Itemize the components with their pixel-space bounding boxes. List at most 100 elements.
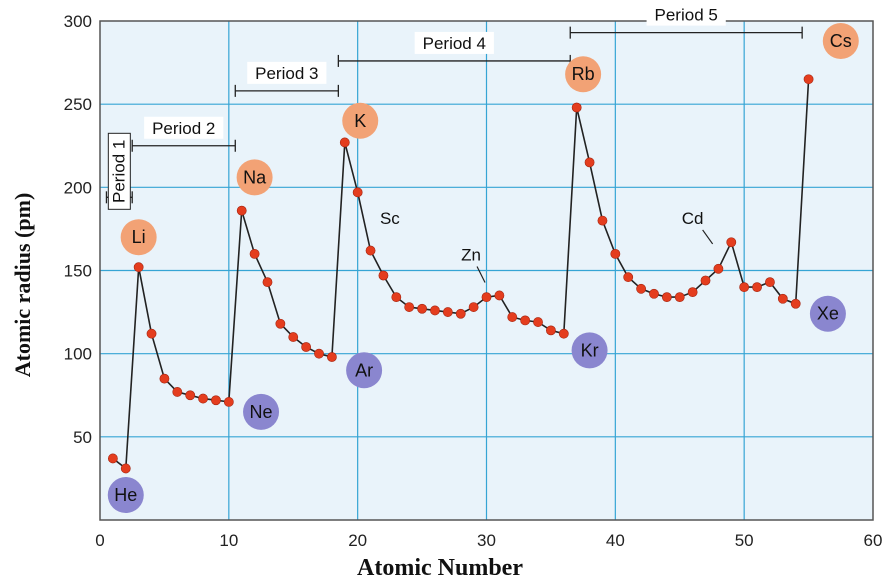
data-point — [468, 302, 479, 312]
data-point — [159, 373, 170, 384]
data-point — [546, 325, 556, 336]
y-tick-labels: 50 100 150 200 250 300 — [64, 12, 92, 447]
y-tick-label: 150 — [64, 262, 92, 281]
element-badge-circle — [107, 477, 144, 514]
element-badge-circle — [809, 295, 846, 332]
x-tick-label: 40 — [606, 531, 625, 550]
data-point — [636, 283, 646, 294]
y-tick-label: 250 — [64, 95, 92, 114]
element-badge-label: Xe — [817, 304, 839, 324]
period-label-box — [414, 31, 494, 54]
element-badge-label: Ar — [355, 360, 373, 380]
element-badge-kr: Kr — [571, 332, 608, 369]
data-point — [404, 302, 415, 312]
element-annotation-label: Cd — [682, 209, 704, 228]
data-point — [790, 298, 801, 309]
element-badge-circle — [822, 22, 859, 59]
y-tick-label: 100 — [64, 345, 92, 364]
data-point — [198, 393, 208, 404]
data-point — [442, 307, 453, 317]
element-badge-he: He — [107, 477, 144, 514]
data-point — [417, 303, 427, 314]
data-point — [172, 387, 183, 397]
period-label-box — [107, 132, 131, 210]
period-brackets: Period 1 Period 2 Period 3 Period 4 Period 5 — [105, 3, 803, 210]
element-badge-ne: Ne — [243, 393, 280, 430]
y-tick-label: 50 — [73, 428, 92, 447]
data-point — [107, 453, 118, 464]
data-point — [739, 282, 750, 293]
data-point — [314, 348, 324, 359]
data-point — [430, 305, 440, 316]
data-point — [223, 397, 234, 407]
x-tick-label: 50 — [735, 531, 754, 550]
data-point — [391, 292, 402, 303]
element-badge-label: Ne — [250, 402, 273, 422]
element-badge-label: Li — [132, 227, 146, 247]
element-badge-circle — [346, 352, 383, 389]
period-label-box — [646, 3, 726, 26]
data-point — [275, 318, 286, 329]
element-annotation-label: Sc — [380, 209, 400, 228]
element-badge-circle — [571, 332, 608, 369]
element-annotation: Zn — [461, 246, 486, 283]
data-point — [520, 315, 531, 326]
data-point — [649, 288, 659, 299]
element-badge-li: Li — [120, 219, 157, 256]
element-badge-label: Rb — [572, 64, 595, 84]
data-point — [211, 395, 221, 406]
data-point — [687, 287, 698, 298]
data-point — [365, 245, 376, 256]
element-badge-circle — [565, 56, 602, 93]
data-point — [571, 102, 582, 113]
data-point — [674, 292, 685, 303]
element-badge-rb: Rb — [565, 56, 602, 93]
data-point — [236, 205, 247, 216]
period-label-box — [144, 116, 224, 139]
data-point — [185, 390, 196, 401]
element-badge-cs: Cs — [822, 22, 859, 59]
data-point — [584, 157, 595, 168]
element-labels: He Ne Ar Kr Xe Li Na K Rb Cs — [107, 22, 859, 514]
x-axis-title: Atomic Number — [357, 555, 523, 581]
data-point — [533, 317, 543, 327]
data-point — [713, 263, 724, 274]
element-badge-label: He — [114, 485, 137, 505]
period-bracket: Period 2 — [131, 116, 236, 152]
period-label: Period 1 — [109, 140, 128, 203]
element-badge-circle — [342, 102, 379, 139]
data-point — [623, 272, 634, 283]
data-point — [752, 282, 762, 293]
y-axis-title: Atomic radius (pm) — [10, 193, 35, 378]
data-point — [249, 248, 260, 259]
data-point — [726, 237, 737, 248]
data-point — [765, 277, 775, 288]
data-point — [339, 137, 350, 148]
y-tick-label: 300 — [64, 12, 92, 31]
element-annotations: Sc Zn Cd — [380, 209, 714, 283]
gridlines — [100, 21, 873, 520]
data-point — [558, 328, 569, 339]
data-point — [494, 290, 505, 301]
period-bracket: Period 3 — [234, 61, 339, 97]
period-label: Period 5 — [655, 6, 718, 25]
element-badge-circle — [120, 219, 157, 256]
element-annotation-label: Zn — [461, 246, 481, 265]
data-point — [120, 463, 131, 474]
element-badge-label: Na — [243, 167, 267, 187]
element-badge-xe: Xe — [809, 295, 846, 332]
annotation-pointer — [702, 229, 714, 245]
data-point — [352, 187, 363, 198]
element-badge-k: K — [342, 102, 379, 139]
period-bracket: Period 1 — [105, 132, 133, 210]
element-badge-label: Kr — [581, 340, 599, 360]
data-point — [301, 342, 312, 352]
data-point — [661, 292, 672, 303]
period-bracket: Period 5 — [569, 3, 803, 39]
element-badge-label: Cs — [830, 31, 852, 51]
y-tick-label: 200 — [64, 178, 92, 197]
data-point — [481, 292, 492, 303]
annotation-pointer — [476, 266, 486, 283]
element-annotation: Sc — [380, 209, 400, 228]
data-point — [326, 352, 337, 362]
